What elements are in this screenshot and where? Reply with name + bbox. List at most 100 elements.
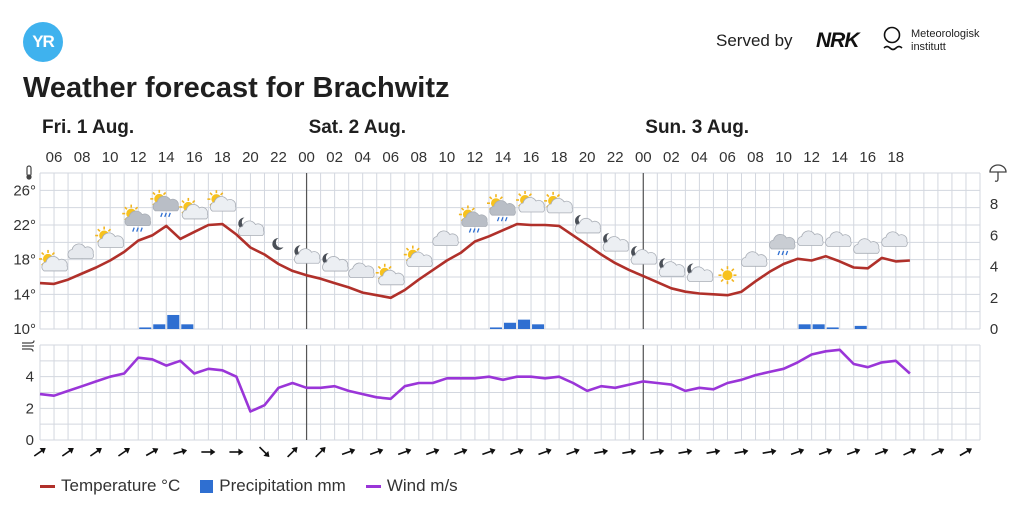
arrow-head	[882, 448, 889, 455]
wind-direction-arrow	[201, 448, 216, 456]
nrk-logo[interactable]: NRK	[816, 29, 859, 52]
wind-direction-arrow	[33, 447, 46, 457]
arrow-head	[602, 448, 609, 456]
umbrella-icon	[989, 164, 1007, 182]
cloud-shape	[209, 196, 237, 212]
cloud-shape	[769, 234, 796, 250]
hour-tick-label: 08	[74, 149, 91, 166]
wind-direction-arrow	[229, 448, 244, 456]
wind-lines	[22, 340, 35, 352]
weather-icon-light-rain-showers	[458, 205, 488, 233]
arrow-head	[910, 447, 917, 455]
wind-direction-arrow	[650, 448, 665, 456]
arrow-head	[798, 448, 805, 455]
weather-icon-partly-cloudy-day	[403, 245, 433, 267]
legend-wind-label: Wind m/s	[386, 476, 458, 495]
weather-icon-partly-cloudy-night	[574, 214, 601, 234]
met-line-1: Meteorologisk	[911, 28, 980, 40]
rain-drop	[160, 212, 163, 218]
sun-ray	[489, 196, 493, 200]
arrow-head	[152, 447, 159, 455]
arrow-head	[263, 450, 270, 457]
hour-tick-label: 10	[102, 149, 119, 166]
rain-drop	[781, 250, 785, 256]
hour-tick-label: 22	[607, 149, 624, 166]
arrow-head	[461, 448, 468, 455]
weather-icon-cloudy	[348, 262, 375, 278]
precipitation-bar	[826, 327, 839, 329]
rain-drop	[468, 228, 472, 233]
legend-temperature-label: Temperature °C	[61, 476, 181, 495]
met-institute-logo[interactable]: Meteorologisk institutt	[911, 28, 979, 54]
sun-ray	[377, 265, 382, 270]
weather-icon-cloudy	[853, 238, 880, 254]
precipitation-bar	[532, 324, 545, 329]
weather-icon-partly-cloudy-day	[544, 191, 573, 214]
wind-direction-arrow	[734, 448, 749, 456]
rain-drop	[168, 212, 171, 218]
rain-drop	[500, 216, 504, 222]
sun-ray	[209, 192, 213, 196]
wind-direction-arrow	[287, 447, 298, 458]
cloud-shape	[546, 197, 573, 214]
hour-tick-label: 18	[214, 149, 231, 166]
precipitation-bar	[854, 325, 867, 329]
hour-tick-label: 16	[186, 149, 203, 166]
arrow-head	[714, 448, 721, 456]
hour-tick-label: 22	[270, 149, 287, 166]
umbrella-canopy	[989, 164, 1007, 173]
hour-tick-label: 00	[635, 149, 652, 166]
cloud-shape	[378, 269, 405, 286]
wind-direction-arrow	[790, 448, 805, 456]
arrow-head	[405, 448, 412, 455]
weather-icon-cloudy	[67, 243, 94, 259]
sun-ray	[471, 207, 475, 211]
sun-ray	[97, 228, 101, 232]
weather-icon-cloudy	[741, 251, 768, 267]
precipitation-bar	[153, 324, 166, 329]
weather-icon-partly-cloudy-day	[39, 249, 68, 272]
hour-tick-label: 02	[663, 149, 680, 166]
sun-ray	[162, 191, 167, 196]
rain-drop	[164, 212, 167, 218]
wind-direction-arrow	[258, 446, 270, 457]
weather-icon-partly-cloudy-night	[322, 253, 349, 272]
hour-tick-label: 16	[523, 149, 540, 166]
hour-tick-label: 02	[326, 149, 343, 166]
rain-drop	[777, 250, 781, 256]
sun-ray	[731, 268, 735, 272]
yr-logo[interactable]: YR	[23, 22, 63, 62]
cloud-shape	[237, 220, 265, 236]
cloud-shape	[518, 197, 545, 213]
cloud-shape	[630, 249, 658, 265]
arrow-head	[965, 447, 973, 455]
wind-direction-arrow	[117, 447, 130, 457]
arrow-head	[826, 448, 833, 455]
arrow-head	[658, 448, 665, 456]
sun-ray	[460, 207, 465, 211]
wind-direction-arrow	[341, 448, 356, 456]
precip-tick-label: 6	[990, 227, 998, 244]
wind-tick-label: 4	[26, 369, 34, 386]
hour-tick-label: 06	[382, 149, 399, 166]
hour-tick-label: 20	[579, 149, 596, 166]
cloud-shape	[602, 236, 630, 252]
cloud-shape	[406, 251, 433, 267]
cloud-shape	[181, 203, 209, 220]
legend-temperature: Temperature °C	[40, 476, 180, 496]
sun-ray	[192, 200, 196, 204]
cloud-shape	[294, 248, 321, 264]
weather-icon-partly-cloudy-night	[658, 258, 686, 277]
arrow-head	[545, 448, 552, 455]
sun-ray	[51, 252, 55, 256]
legend-precipitation-swatch	[200, 479, 214, 493]
hour-tick-label: 18	[551, 149, 568, 166]
hour-tick-label: 14	[831, 149, 848, 166]
sun-disc	[722, 270, 733, 281]
arrow-head	[349, 448, 356, 455]
legend-precipitation-label: Precipitation mm	[219, 476, 346, 495]
precip-tick-label: 2	[990, 290, 998, 307]
wind-direction-arrow	[173, 448, 188, 455]
cloud-shape	[881, 231, 908, 247]
legend-wind-swatch	[365, 484, 381, 488]
